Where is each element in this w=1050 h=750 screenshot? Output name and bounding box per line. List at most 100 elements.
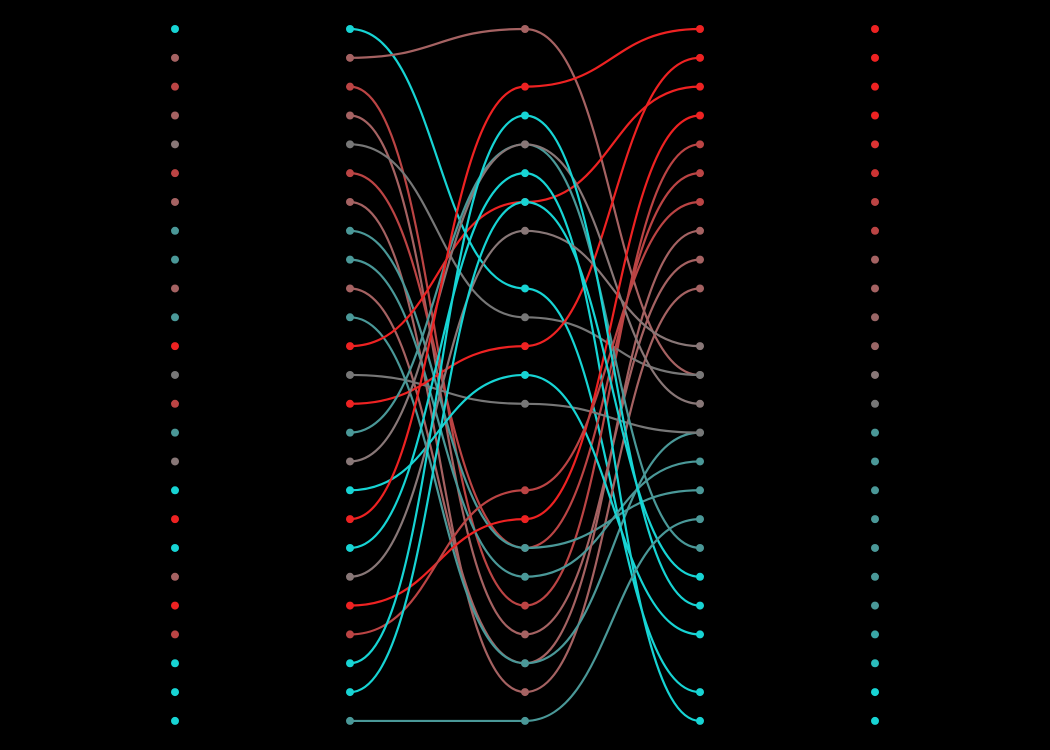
series-25-point-2 bbox=[521, 716, 529, 725]
right-rank-dot-15 bbox=[871, 428, 879, 437]
series-16-point-3 bbox=[696, 399, 704, 408]
series-25-point-1 bbox=[346, 716, 354, 725]
series-7-point-3 bbox=[696, 284, 704, 293]
series-18-point-1 bbox=[346, 515, 354, 524]
left-rank-dot-14 bbox=[171, 399, 179, 408]
series-15-point-1 bbox=[346, 428, 354, 437]
series-13-point-1 bbox=[346, 370, 354, 379]
series-9-point-1 bbox=[346, 255, 354, 264]
series-17-point-1 bbox=[346, 486, 354, 495]
left-rank-dot-12 bbox=[171, 342, 179, 351]
series-13-point-3 bbox=[696, 428, 704, 437]
right-rank-dot-13 bbox=[871, 370, 879, 379]
right-rank-dot-23 bbox=[871, 659, 879, 668]
left-rank-dot-4 bbox=[171, 111, 179, 120]
series-2-point-2 bbox=[521, 25, 529, 33]
series-10-point-3 bbox=[696, 226, 704, 235]
left-rank-dot-7 bbox=[171, 197, 179, 206]
series-23-point-2 bbox=[521, 111, 529, 120]
left-rank-dot-2 bbox=[171, 53, 179, 62]
series-6-point-1 bbox=[346, 169, 354, 178]
left-rank-dot-8 bbox=[171, 226, 179, 235]
right-rank-dot-12 bbox=[871, 342, 879, 351]
series-20-point-3 bbox=[696, 342, 704, 351]
series-19-point-3 bbox=[696, 716, 704, 725]
series-13-point-2 bbox=[521, 399, 529, 408]
series-12-point-1 bbox=[346, 342, 354, 351]
right-rank-dot-4 bbox=[871, 111, 879, 120]
series-3-point-3 bbox=[696, 140, 704, 149]
right-rank-dot-1 bbox=[871, 25, 879, 33]
series-17-point-2 bbox=[521, 370, 529, 379]
series-line-18 bbox=[348, 27, 702, 521]
right-rank-dot-11 bbox=[871, 313, 879, 322]
right-rank-dot-24 bbox=[871, 688, 879, 697]
right-rank-dot-8 bbox=[871, 226, 879, 235]
series-4-point-2 bbox=[521, 630, 529, 639]
right-rank-dot-7 bbox=[871, 197, 879, 206]
left-rank-dot-19 bbox=[171, 543, 179, 552]
series-20-point-2 bbox=[521, 226, 529, 235]
right-rank-dot-20 bbox=[871, 572, 879, 581]
left-rank-dot-15 bbox=[171, 428, 179, 437]
series-19-point-1 bbox=[346, 543, 354, 552]
left-rank-dot-9 bbox=[171, 255, 179, 264]
series-22-point-3 bbox=[696, 197, 704, 206]
series-21-point-1 bbox=[346, 601, 354, 610]
left-rank-dot-5 bbox=[171, 140, 179, 149]
series-23-point-3 bbox=[696, 601, 704, 610]
series-11-point-1 bbox=[346, 313, 354, 322]
series-5-point-3 bbox=[696, 370, 704, 379]
series-8-point-2 bbox=[521, 543, 529, 552]
series-1-point-1 bbox=[346, 25, 354, 33]
series-18-point-2 bbox=[521, 82, 529, 91]
series-25-point-3 bbox=[696, 515, 704, 524]
right-rank-dot-22 bbox=[871, 630, 879, 639]
series-4-point-1 bbox=[346, 111, 354, 120]
series-9-point-3 bbox=[696, 457, 704, 466]
right-rank-dot-18 bbox=[871, 515, 879, 524]
series-8-point-1 bbox=[346, 226, 354, 235]
series-24-point-2 bbox=[521, 197, 529, 206]
left-rank-dot-1 bbox=[171, 25, 179, 33]
series-1-point-2 bbox=[521, 284, 529, 293]
series-line-9 bbox=[348, 258, 702, 578]
series-2-point-1 bbox=[346, 53, 354, 62]
right-rank-dot-9 bbox=[871, 255, 879, 264]
series-17-point-3 bbox=[696, 630, 704, 639]
series-14-point-2 bbox=[521, 342, 529, 351]
left-rank-dot-23 bbox=[171, 659, 179, 668]
left-rank-dot-24 bbox=[171, 688, 179, 697]
series-4-point-3 bbox=[696, 255, 704, 264]
left-rank-dot-21 bbox=[171, 601, 179, 610]
series-line-25 bbox=[348, 518, 702, 723]
right-rank-dot-17 bbox=[871, 486, 879, 495]
right-rank-dot-2 bbox=[871, 53, 879, 62]
left-rank-dot-25 bbox=[171, 716, 179, 725]
series-23-point-1 bbox=[346, 659, 354, 668]
series-20-point-1 bbox=[346, 572, 354, 581]
series-19-point-2 bbox=[521, 169, 529, 178]
series-line-17 bbox=[348, 373, 702, 636]
series-21-point-3 bbox=[696, 111, 704, 120]
series-line-22 bbox=[348, 200, 702, 636]
series-6-point-3 bbox=[696, 169, 704, 178]
left-rank-dot-18 bbox=[171, 515, 179, 524]
series-line-5 bbox=[348, 143, 702, 377]
series-16-point-2 bbox=[521, 140, 529, 149]
series-14-point-3 bbox=[696, 53, 704, 62]
right-rank-dot-19 bbox=[871, 543, 879, 552]
right-rank-dot-3 bbox=[871, 82, 879, 91]
right-rank-dot-10 bbox=[871, 284, 879, 293]
left-rank-dot-20 bbox=[171, 572, 179, 581]
series-22-point-1 bbox=[346, 630, 354, 639]
right-rank-dot-21 bbox=[871, 601, 879, 610]
series-7-point-2 bbox=[521, 688, 529, 697]
left-rank-dot-10 bbox=[171, 284, 179, 293]
left-rank-dot-6 bbox=[171, 169, 179, 178]
series-16-point-1 bbox=[346, 457, 354, 466]
series-10-point-1 bbox=[346, 284, 354, 293]
left-rank-dot-13 bbox=[171, 370, 179, 379]
series-7-point-1 bbox=[346, 197, 354, 206]
